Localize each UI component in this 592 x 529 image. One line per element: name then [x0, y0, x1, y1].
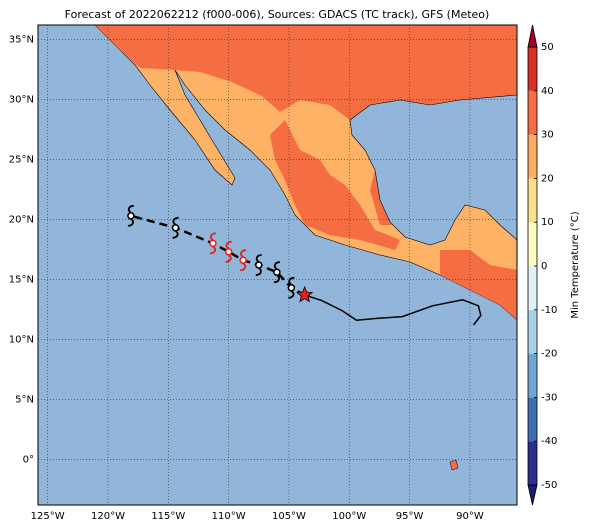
colorbar-label: Min Temperature (°C) — [570, 211, 581, 318]
colorbar-tick-label: -30 — [541, 392, 557, 403]
current-position — [296, 285, 314, 303]
cyclone-symbol — [224, 240, 233, 263]
colorbar-band — [528, 47, 537, 91]
colorbar-band — [528, 353, 537, 398]
cyclone-arm — [288, 276, 295, 299]
overlay — [38, 25, 517, 505]
colorbar-band — [528, 397, 537, 442]
cyclone-arm — [273, 261, 280, 284]
gulf-of-mexico — [349, 94, 517, 246]
cyclone-eye — [287, 284, 296, 292]
lat-label: 0° — [23, 454, 34, 465]
lat-label: 25°N — [9, 154, 34, 165]
cyclone-symbol — [171, 216, 180, 239]
colorbar-band — [528, 266, 537, 310]
colorbar-band — [528, 134, 537, 179]
colorbar-tick-label: -40 — [541, 436, 557, 447]
colorbar-tick-label: 20 — [541, 173, 554, 184]
cyclone-arm — [225, 240, 232, 263]
lat-label: 35°N — [9, 34, 34, 45]
lon-label: 90°W — [456, 511, 484, 522]
galapagos — [449, 459, 459, 471]
colorbar-tick-label: -20 — [541, 349, 557, 360]
colorbar-tick-label: 0 — [541, 261, 547, 272]
lon-label: 120°W — [91, 511, 125, 522]
lat-label: 20°N — [9, 214, 34, 225]
lat-label: 10°N — [9, 334, 34, 345]
lon-label: 105°W — [272, 511, 306, 522]
cyclone-eye — [273, 268, 281, 276]
colorbar-tick-label: 40 — [541, 86, 554, 97]
lon-label: 115°W — [151, 511, 185, 522]
cyclone-symbol — [239, 249, 247, 272]
colorbar-band — [528, 441, 537, 485]
past-track — [304, 294, 482, 326]
cyclone-eye — [171, 224, 180, 232]
lon-label: 125°W — [31, 511, 65, 522]
colorbar-band — [528, 90, 537, 135]
cyclone-arm — [209, 232, 217, 255]
cyclone-arm — [240, 249, 247, 272]
colorbar-tick-label: 50 — [541, 42, 554, 53]
colorbar-extend-high — [527, 24, 538, 48]
lat-label: 5°N — [15, 394, 34, 405]
cyclone-eye — [239, 256, 247, 264]
cyclone-eye — [255, 261, 263, 269]
lon-label: 100°W — [332, 511, 366, 522]
cyclone-symbol — [127, 204, 135, 227]
cyclone-symbol — [287, 276, 296, 299]
cyclone-eye — [127, 212, 135, 220]
lon-label: 110°W — [212, 511, 246, 522]
lat-label: 30°N — [9, 94, 34, 105]
cyclone-arm — [127, 204, 134, 227]
cyclone-eye — [224, 248, 233, 256]
colorbar-band — [528, 222, 537, 266]
cyclone-symbol — [209, 232, 217, 255]
colorbar-band — [528, 178, 537, 223]
colorbar-tick-label: 30 — [541, 130, 554, 141]
map-frame — [37, 24, 518, 506]
map-title: Forecast of 2022062212 (f000-006), Sourc… — [65, 8, 490, 21]
cyclone-symbol — [255, 254, 263, 276]
colorbar-band — [528, 309, 537, 354]
lat-label: 15°N — [9, 274, 34, 285]
lon-label: 95°W — [396, 511, 424, 522]
cyclone-symbol — [273, 261, 281, 284]
colorbar-tick-label: 10 — [541, 217, 554, 228]
warm-land — [95, 25, 517, 320]
cyclone-eye — [209, 239, 217, 248]
basemap — [38, 25, 517, 505]
colorbar-tick-label: -50 — [541, 480, 557, 491]
cyclone-arm — [172, 216, 179, 239]
colorbar-extend-low — [527, 484, 538, 506]
cyclone-arm — [255, 254, 262, 276]
colorbar-tick-label: -10 — [541, 305, 557, 316]
